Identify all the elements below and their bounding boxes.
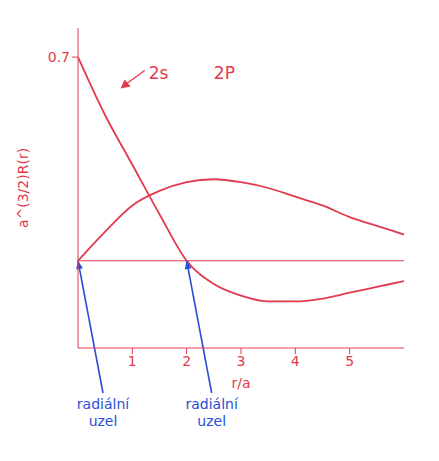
svg-text:3: 3 [237,353,246,369]
svg-text:2s: 2s [149,63,169,83]
svg-text:2: 2 [182,353,191,369]
svg-text:2P: 2P [214,63,235,83]
svg-text:r/a: r/a [231,375,250,391]
svg-text:a^(3/2)R(r): a^(3/2)R(r) [15,148,31,228]
svg-text:5: 5 [345,353,354,369]
svg-text:1: 1 [128,353,137,369]
svg-text:4: 4 [291,353,300,369]
svg-text:0.7: 0.7 [48,49,70,65]
svg-text:radiálníuzel: radiálníuzel [185,396,238,429]
svg-text:radiálníuzel: radiálníuzel [77,396,130,429]
